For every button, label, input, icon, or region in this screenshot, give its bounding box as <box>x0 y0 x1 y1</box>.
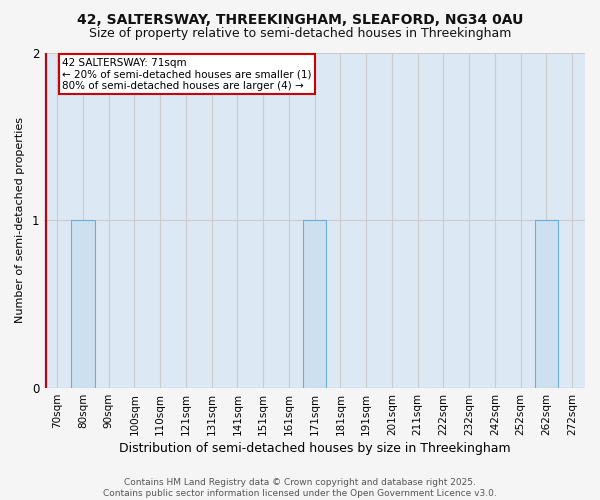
Text: 42, SALTERSWAY, THREEKINGHAM, SLEAFORD, NG34 0AU: 42, SALTERSWAY, THREEKINGHAM, SLEAFORD, … <box>77 12 523 26</box>
Bar <box>535 220 558 388</box>
Text: 42 SALTERSWAY: 71sqm
← 20% of semi-detached houses are smaller (1)
80% of semi-d: 42 SALTERSWAY: 71sqm ← 20% of semi-detac… <box>62 58 312 90</box>
X-axis label: Distribution of semi-detached houses by size in Threekingham: Distribution of semi-detached houses by … <box>119 442 511 455</box>
Text: Size of property relative to semi-detached houses in Threekingham: Size of property relative to semi-detach… <box>89 28 511 40</box>
Y-axis label: Number of semi-detached properties: Number of semi-detached properties <box>15 118 25 324</box>
Bar <box>71 220 95 388</box>
Text: Contains HM Land Registry data © Crown copyright and database right 2025.
Contai: Contains HM Land Registry data © Crown c… <box>103 478 497 498</box>
Bar <box>303 220 326 388</box>
